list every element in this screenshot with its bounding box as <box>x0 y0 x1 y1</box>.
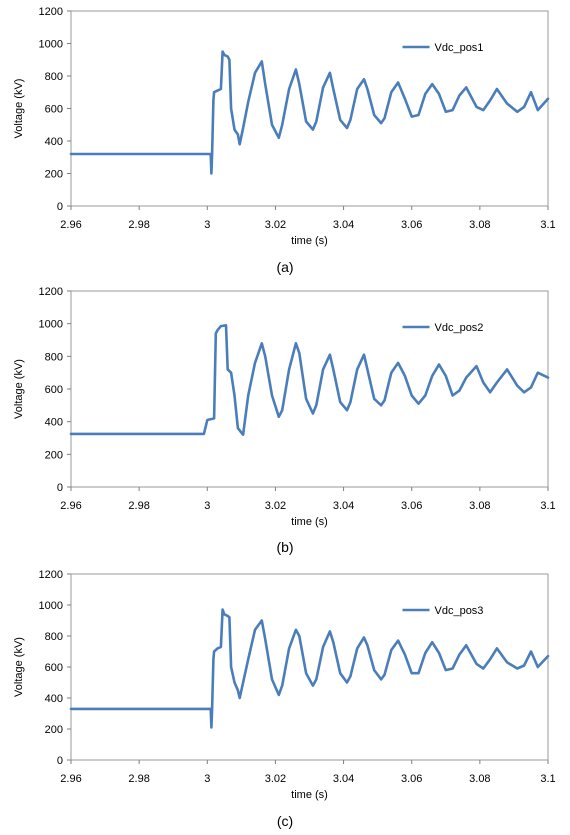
x-tick-label: 2.96 <box>60 500 81 512</box>
x-tick-label: 3.02 <box>265 219 286 231</box>
y-axis-label: Voltage (kV) <box>13 79 25 139</box>
x-tick-label: 3.04 <box>333 773 354 785</box>
y-tick-label: 0 <box>57 482 63 494</box>
y-tick-label: 1000 <box>39 319 63 331</box>
chart-panel-1: 0 200 400 600 800 1000 1200 2.96 2.98 3 3.02 3.04 3.… <box>13 286 556 555</box>
y-tick-label: 200 <box>45 724 63 736</box>
y-axis-label: Voltage (kV) <box>13 359 25 419</box>
x-tick-label: 3.08 <box>469 500 490 512</box>
x-tick-label: 3.04 <box>333 500 354 512</box>
x-tick-label: 2.96 <box>60 219 81 231</box>
x-tick-label: 3.06 <box>401 773 422 785</box>
y-tick-label: 0 <box>57 201 63 213</box>
legend-label: Vdc_pos3 <box>435 605 484 617</box>
panel-caption: (b) <box>276 539 293 555</box>
chart-panel-2: 0 200 400 600 800 1000 1200 2.96 2.98 3 3.02 3.04 3.… <box>13 569 556 829</box>
y-tick-label: 800 <box>45 71 63 83</box>
x-tick-label: 2.98 <box>128 773 149 785</box>
x-tick-label: 3 <box>204 500 210 512</box>
y-tick-label: 200 <box>45 169 63 181</box>
y-axis-label: Voltage (kV) <box>13 637 25 697</box>
x-tick-label: 3.08 <box>469 219 490 231</box>
y-tick-label: 400 <box>45 417 63 429</box>
chart-panel-0: 0 200 400 600 800 1000 1200 2.96 2.98 3 3.02 3.04 3.… <box>13 6 556 275</box>
y-tick-label: 800 <box>45 631 63 643</box>
y-tick-label: 600 <box>45 104 63 116</box>
series-line-Vdc_pos2 <box>69 323 550 437</box>
x-tick-label: 3.1 <box>540 219 555 231</box>
series-line-Vdc_pos3 <box>69 608 550 729</box>
x-tick-label: 3 <box>204 773 210 785</box>
plot-area <box>70 10 549 207</box>
y-tick-label: 1200 <box>39 286 63 298</box>
y-tick-label: 400 <box>45 136 63 148</box>
y-tick-label: 1000 <box>39 39 63 51</box>
x-tick-label: 3.08 <box>469 773 490 785</box>
x-tick-label: 3.1 <box>540 500 555 512</box>
x-tick-label: 3.06 <box>401 500 422 512</box>
legend-label: Vdc_pos1 <box>435 42 484 54</box>
x-tick-label: 3.04 <box>333 219 354 231</box>
y-tick-label: 600 <box>45 662 63 674</box>
series-line-Vdc_pos1 <box>69 50 550 175</box>
x-axis-label: time (s) <box>291 235 328 247</box>
x-tick-label: 2.98 <box>128 219 149 231</box>
x-tick-label: 3.06 <box>401 219 422 231</box>
y-tick-label: 1200 <box>39 569 63 581</box>
panel-caption: (c) <box>277 813 293 829</box>
y-tick-label: 0 <box>57 755 63 767</box>
x-tick-label: 3 <box>204 219 210 231</box>
x-tick-label: 2.96 <box>60 773 81 785</box>
y-tick-label: 600 <box>45 384 63 396</box>
x-axis-label: time (s) <box>291 789 328 801</box>
y-tick-label: 400 <box>45 693 63 705</box>
x-tick-label: 3.1 <box>540 773 555 785</box>
x-tick-label: 3.02 <box>265 773 286 785</box>
y-tick-label: 200 <box>45 449 63 461</box>
x-tick-label: 3.02 <box>265 500 286 512</box>
y-tick-label: 1200 <box>39 6 63 18</box>
legend-label: Vdc_pos2 <box>435 322 484 334</box>
panel-caption: (a) <box>276 259 293 275</box>
plot-area <box>70 290 549 488</box>
x-tick-label: 2.98 <box>128 500 149 512</box>
x-axis-label: time (s) <box>291 516 328 528</box>
plot-area <box>70 573 549 761</box>
y-tick-label: 1000 <box>39 600 63 612</box>
y-tick-label: 800 <box>45 351 63 363</box>
